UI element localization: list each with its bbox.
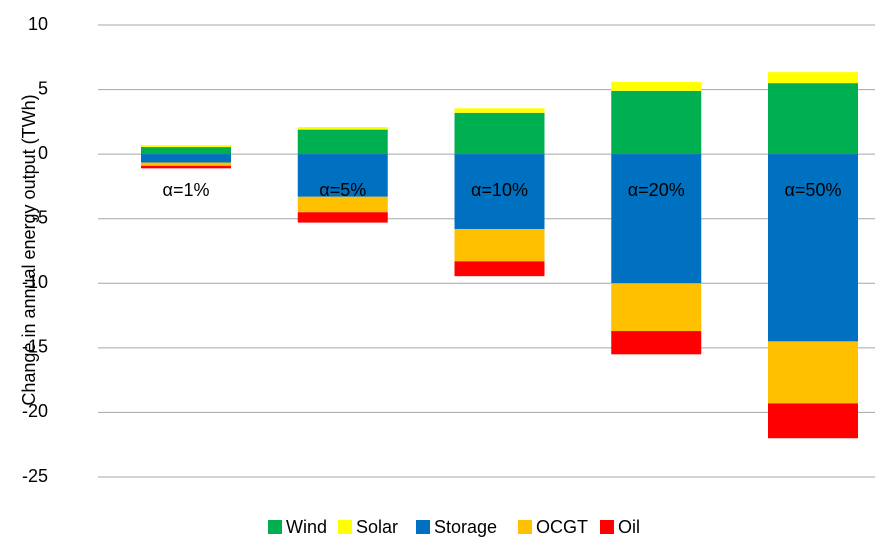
- legend-swatch: [600, 520, 614, 534]
- y-tick-label: -20: [22, 401, 48, 421]
- bar-segment: [768, 341, 858, 404]
- bar-segment: [454, 229, 545, 262]
- bar-segment: [141, 154, 231, 163]
- y-axis-label: Change in annual energy output (TWh): [19, 94, 39, 405]
- bar-segment: [297, 212, 388, 223]
- legend-swatch: [416, 520, 430, 534]
- bar-segment: [611, 81, 702, 91]
- legend-label: Solar: [356, 517, 398, 537]
- category-label: α=20%: [628, 180, 685, 200]
- bar-segment: [141, 147, 231, 155]
- bar-segment: [297, 127, 388, 130]
- y-tick-label: -25: [22, 466, 48, 486]
- bar-segment: [297, 154, 388, 197]
- bar-segment: [297, 129, 388, 155]
- category-label: α=5%: [319, 180, 366, 200]
- bar-segment: [454, 154, 545, 230]
- bar-segment: [768, 403, 858, 439]
- bar-segment: [611, 154, 702, 284]
- bar-segment: [454, 108, 545, 113]
- category-label: α=1%: [163, 180, 210, 200]
- bar-segment: [141, 162, 231, 166]
- legend-swatch: [338, 520, 352, 534]
- category-label: α=50%: [785, 180, 842, 200]
- bar-segment: [611, 331, 702, 355]
- bar-segment: [768, 72, 858, 84]
- y-tick-label: 5: [38, 78, 48, 98]
- bar-segment: [768, 83, 858, 155]
- legend-swatch: [268, 520, 282, 534]
- category-label: α=10%: [471, 180, 528, 200]
- bar-segment: [141, 165, 231, 169]
- y-tick-label: -10: [22, 272, 48, 292]
- legend-label: Storage: [434, 517, 497, 537]
- bar-segment: [611, 90, 702, 155]
- bar-segment: [454, 112, 545, 155]
- legend-label: OCGT: [536, 517, 588, 537]
- y-tick-label: 0: [38, 143, 48, 163]
- bar-segment: [297, 196, 388, 213]
- y-tick-label: 10: [28, 14, 48, 34]
- bar-segment: [454, 261, 545, 277]
- legend-swatch: [518, 520, 532, 534]
- bar-segment: [768, 154, 858, 342]
- y-tick-label: -5: [32, 207, 48, 227]
- legend-label: Oil: [618, 517, 640, 537]
- bar-segment: [141, 145, 231, 148]
- bar-segment: [611, 283, 702, 332]
- y-tick-label: -15: [22, 337, 48, 357]
- legend-label: Wind: [286, 517, 327, 537]
